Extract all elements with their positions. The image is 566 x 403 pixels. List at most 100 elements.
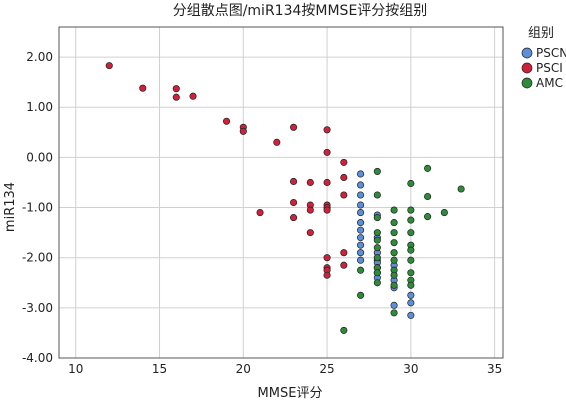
data-point — [373, 229, 381, 237]
data-point — [407, 311, 415, 319]
data-point — [222, 117, 231, 125]
data-point — [390, 256, 398, 264]
x-tick-label: 25 — [319, 362, 334, 376]
data-point — [407, 179, 415, 188]
data-point — [357, 181, 365, 189]
data-point — [290, 123, 298, 131]
data-point — [139, 84, 147, 92]
data-point — [323, 148, 331, 156]
data-point — [390, 281, 398, 289]
data-point — [323, 254, 331, 262]
y-tick-label: -3.00 — [22, 301, 53, 315]
data-point — [424, 164, 432, 172]
data-point — [390, 219, 398, 227]
data-point — [407, 281, 415, 289]
data-point — [357, 249, 365, 257]
data-point — [357, 256, 365, 264]
data-point — [373, 214, 381, 222]
data-point — [306, 229, 314, 237]
x-tick-label: 10 — [68, 362, 83, 376]
data-point — [407, 291, 415, 299]
data-point — [357, 170, 365, 178]
data-point — [357, 191, 365, 199]
y-axis-label: miR134 — [3, 182, 18, 232]
y-tick-label: 0.00 — [26, 150, 53, 164]
y-tick-label: -2.00 — [22, 251, 53, 265]
data-point — [239, 127, 247, 135]
data-point — [290, 198, 298, 207]
legend-label-amc: AMC — [536, 76, 563, 90]
series-psci — [105, 62, 348, 279]
data-point — [424, 213, 432, 221]
data-point — [189, 92, 197, 100]
data-point — [373, 269, 381, 277]
data-point — [357, 226, 365, 234]
data-point — [256, 209, 264, 217]
data-point — [424, 192, 432, 201]
data-point — [357, 234, 365, 242]
data-point — [373, 254, 381, 262]
data-point — [357, 291, 365, 299]
legend-marker-amc — [521, 77, 533, 89]
y-tick-label: -4.00 — [22, 351, 53, 365]
grid-layer — [59, 27, 503, 359]
y-tick-label: -1.00 — [22, 201, 53, 215]
chart-title: 分组散点图/miR134按MMSE评分按组别 — [173, 3, 428, 19]
y-tick-label: 1.00 — [26, 100, 53, 114]
plot-frame — [58, 26, 504, 359]
data-point — [390, 309, 398, 317]
data-point — [290, 177, 298, 186]
data-point — [390, 271, 398, 279]
data-point — [340, 261, 348, 269]
data-point — [340, 326, 348, 334]
data-point — [407, 256, 415, 264]
data-point — [390, 239, 398, 247]
x-tick-label: 20 — [236, 362, 251, 376]
data-point — [373, 167, 381, 175]
data-point — [357, 266, 365, 274]
data-point — [373, 244, 381, 252]
data-point — [306, 178, 314, 187]
data-point — [340, 158, 348, 166]
y-tick-label: 2.00 — [26, 50, 53, 64]
data-point — [407, 206, 415, 214]
data-point — [373, 236, 381, 244]
data-point — [323, 126, 331, 134]
x-axis-label: MMSE评分 — [258, 386, 323, 401]
data-point — [390, 301, 398, 309]
legend-label-psci: PSCI — [536, 61, 563, 75]
data-point — [172, 93, 180, 101]
series-pscn — [357, 170, 415, 319]
data-point — [323, 178, 331, 187]
data-point — [407, 246, 415, 254]
tick-labels: 10 15 20 25 30 35 -4.00 -3.00 -2.00 -1.00 0.00 1.00… — [22, 50, 502, 376]
x-tick-label: 30 — [403, 362, 418, 376]
legend-label-pscn: PSCN — [536, 46, 566, 60]
data-point — [357, 241, 365, 249]
data-point — [457, 185, 465, 193]
data-point — [407, 229, 415, 237]
data-point — [390, 206, 398, 214]
legend-marker-pscn — [521, 47, 533, 59]
x-tick-label: 35 — [487, 362, 502, 376]
data-point — [323, 206, 331, 214]
data-point — [340, 173, 348, 182]
data-point — [390, 249, 398, 257]
legend-title: 组别 — [528, 26, 554, 41]
data-point — [357, 219, 365, 227]
data-point — [290, 214, 298, 222]
data-points — [105, 62, 465, 334]
legend-marker-psci — [521, 62, 533, 74]
data-point — [172, 85, 180, 93]
data-point — [306, 206, 314, 214]
data-point — [323, 271, 331, 279]
data-point — [340, 249, 348, 257]
data-point — [407, 216, 415, 224]
data-point — [373, 279, 381, 287]
data-point — [357, 209, 365, 217]
data-point — [105, 62, 113, 70]
data-point — [390, 229, 398, 237]
data-point — [273, 138, 281, 146]
